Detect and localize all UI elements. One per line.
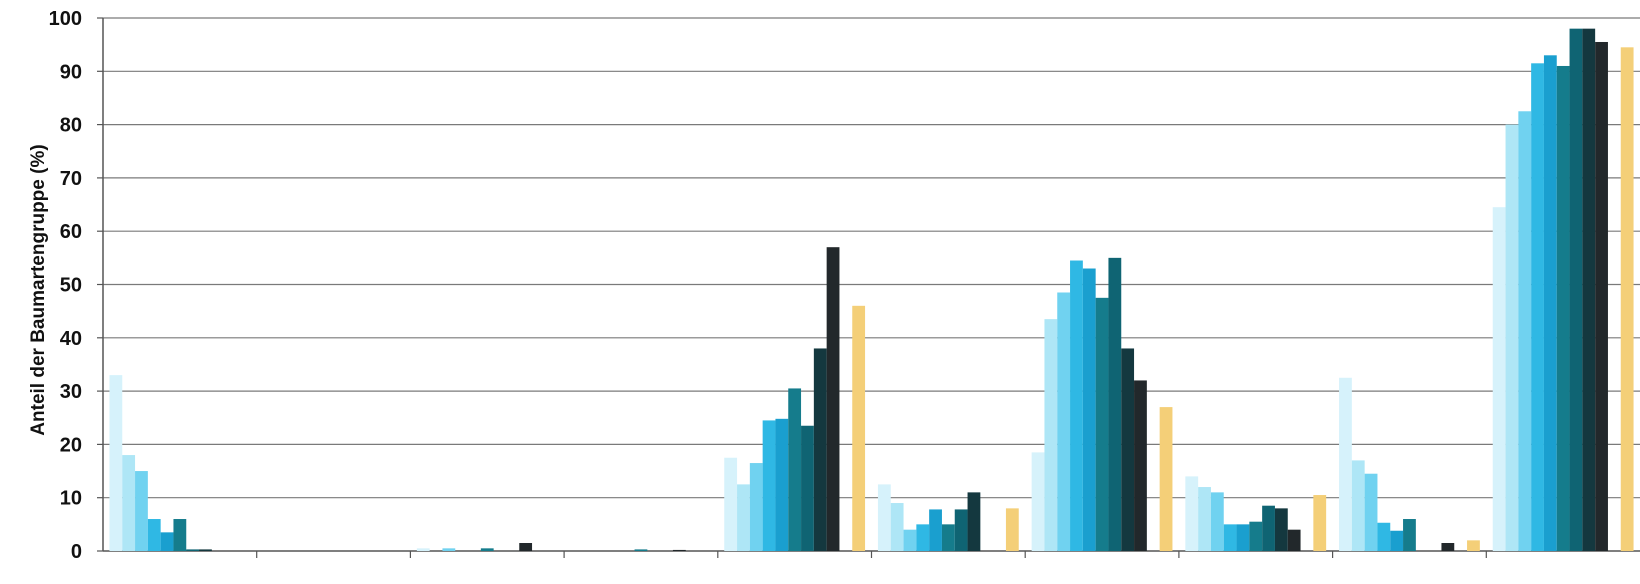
bar-group-1-series-3 <box>135 471 148 551</box>
bar-group-6-series-7 <box>954 509 968 551</box>
y-axis-title: Anteil der Baumartengruppe (%) <box>28 144 49 435</box>
bar-group-8-series-7 <box>1262 505 1275 551</box>
bars <box>109 28 1634 552</box>
bar-group-7-series-2 <box>1044 319 1058 551</box>
bar-group-5-series-11 <box>852 305 866 551</box>
bar-group-10-series-1 <box>1492 207 1506 551</box>
bar-group-9-series-6 <box>1403 519 1416 551</box>
bar-group-9-series-1 <box>1339 377 1352 551</box>
bar-group-3-series-3 <box>442 548 456 551</box>
bar-group-5-series-3 <box>749 463 763 551</box>
y-tick-label: 50 <box>60 275 82 297</box>
bar-group-8-series-11 <box>1313 495 1327 551</box>
y-tick-label: 100 <box>49 8 82 30</box>
bar-group-4-series-9 <box>672 549 686 551</box>
bar-group-7-series-4 <box>1070 260 1083 551</box>
y-tick-label: 90 <box>60 61 82 83</box>
bar-group-8-series-2 <box>1198 487 1211 551</box>
bar-group-5-series-1 <box>724 457 738 551</box>
bar-group-8-series-3 <box>1210 492 1224 551</box>
bar-group-5-series-6 <box>788 388 802 551</box>
y-tick-label: 60 <box>60 221 82 243</box>
bar-group-5-series-5 <box>775 418 789 551</box>
y-tick-label: 10 <box>60 488 82 510</box>
bar-group-7-series-5 <box>1082 268 1096 551</box>
bar-group-7-series-1 <box>1031 452 1045 551</box>
y-tick-label: 80 <box>60 115 82 137</box>
y-tick-label: 40 <box>60 328 82 350</box>
bar-group-7-series-7 <box>1108 257 1122 551</box>
bar-group-7-series-3 <box>1057 292 1071 551</box>
bar-group-6-series-11 <box>1005 508 1019 551</box>
bar-group-7-series-11 <box>1159 407 1173 551</box>
bar-group-8-series-5 <box>1236 524 1250 551</box>
bar-group-3-series-9 <box>519 543 533 551</box>
y-tick-label: 0 <box>71 541 82 563</box>
bar-group-5-series-9 <box>826 247 840 551</box>
bar-group-6-series-6 <box>941 524 955 551</box>
y-tick-labels: 0 10 20 30 40 50 60 70 80 90 100 <box>49 8 103 563</box>
bar-group-1-series-8 <box>199 549 212 551</box>
bar-group-9-series-3 <box>1364 473 1378 551</box>
bar-group-7-series-6 <box>1095 297 1109 551</box>
bar-group-9-series-5 <box>1390 530 1404 551</box>
bar-group-9-series-11 <box>1467 540 1480 551</box>
bar-group-3-series-1 <box>416 548 430 551</box>
bar-group-10-series-3 <box>1518 111 1532 552</box>
bar-group-1-series-6 <box>173 519 187 551</box>
bar-group-8-series-1 <box>1185 476 1199 551</box>
bar-group-9-series-4 <box>1377 522 1391 551</box>
gridlines <box>103 17 1640 552</box>
bar-group-8-series-8 <box>1274 508 1288 551</box>
bar-group-6-series-4 <box>916 524 930 551</box>
bar-group-6-series-3 <box>903 529 917 551</box>
bar-group-8-series-9 <box>1287 529 1301 551</box>
bar-group-10-series-6 <box>1556 65 1570 551</box>
bar-group-4-series-6 <box>634 549 648 551</box>
bar-group-5-series-8 <box>813 348 827 551</box>
bar-group-6-series-1 <box>877 484 891 551</box>
bar-group-1-series-4 <box>147 519 161 551</box>
bar-group-10-series-8 <box>1582 28 1596 552</box>
bar-group-1-series-5 <box>160 532 174 551</box>
bar-group-6-series-8 <box>967 492 981 551</box>
bar-group-6-series-5 <box>929 509 942 551</box>
bar-group-8-series-6 <box>1249 521 1263 551</box>
y-tick-label: 20 <box>60 434 82 456</box>
bar-group-1-series-7 <box>186 549 200 551</box>
bar-group-3-series-6 <box>480 548 494 551</box>
bar-group-9-series-9 <box>1441 543 1455 551</box>
y-tick-label: 70 <box>60 168 82 190</box>
bar-group-10-series-11 <box>1620 47 1634 551</box>
bar-group-5-series-4 <box>762 420 776 551</box>
bar-group-1-series-1 <box>109 375 123 551</box>
bar-group-10-series-4 <box>1531 63 1544 552</box>
bar-group-8-series-4 <box>1223 524 1237 551</box>
y-tick-label: 30 <box>60 381 82 403</box>
bar-group-7-series-8 <box>1121 348 1135 551</box>
bar-group-1-series-2 <box>122 455 136 551</box>
bar-group-7-series-9 <box>1134 380 1147 551</box>
bar-group-5-series-7 <box>801 425 814 551</box>
bar-group-10-series-7 <box>1569 28 1583 552</box>
bar-group-10-series-5 <box>1543 55 1557 552</box>
bar-group-10-series-9 <box>1595 41 1608 552</box>
bar-group-6-series-2 <box>890 503 904 551</box>
bar-group-5-series-2 <box>737 484 750 551</box>
bar-group-9-series-2 <box>1351 460 1365 551</box>
bar-group-10-series-2 <box>1505 124 1519 551</box>
